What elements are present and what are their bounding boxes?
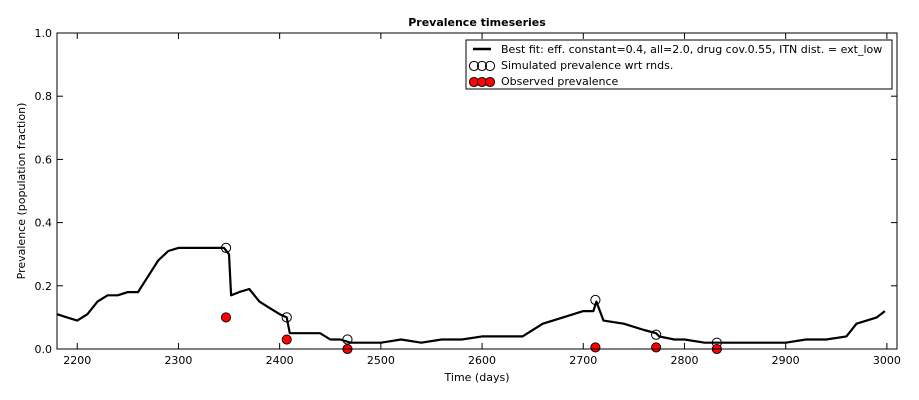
observed-prevalence-point xyxy=(281,334,292,345)
x-tick-label: 2700 xyxy=(569,354,597,367)
y-axis-label: Prevalence (population fraction) xyxy=(15,103,28,280)
observed-prevalence-point xyxy=(651,342,662,353)
x-tick-label: 2500 xyxy=(367,354,395,367)
y-tick-label: 0.8 xyxy=(35,90,53,103)
legend-entry: Observed prevalence xyxy=(501,75,619,88)
x-tick-label: 2900 xyxy=(772,354,800,367)
y-tick-label: 0.4 xyxy=(35,217,53,230)
simulated-prevalence-point xyxy=(220,242,232,253)
legend-entry: Best fit: eff. constant=0.4, all=2.0, dr… xyxy=(501,43,882,56)
x-tick-label: 2200 xyxy=(63,354,91,367)
simulated-prevalence-point xyxy=(590,294,601,306)
x-tick-label: 2800 xyxy=(670,354,698,367)
simulated-prevalence-point xyxy=(651,329,662,340)
x-tick-label: 2300 xyxy=(164,354,192,367)
chart-title: Prevalence timeseries xyxy=(408,16,546,29)
x-tick-label: 3000 xyxy=(873,354,901,367)
plot-frame xyxy=(56,32,898,350)
legend-box xyxy=(465,39,893,90)
best-fit-line xyxy=(57,246,886,344)
legend-simulated-swatch xyxy=(484,60,496,72)
plot-content xyxy=(57,242,886,355)
observed-prevalence-point xyxy=(590,342,601,353)
axis-ticks: 2200 2300 2400 2500 2600 2700 2800 2900 3000 0.0 0… xyxy=(35,27,901,367)
x-tick-label: 2600 xyxy=(468,354,496,367)
y-tick-label: 0.2 xyxy=(35,280,53,293)
legend-observed-swatch xyxy=(484,76,496,88)
y-tick-label: 0.0 xyxy=(35,343,53,356)
legend-entry: Simulated prevalence wrt rnds. xyxy=(501,59,673,72)
y-tick-label: 1.0 xyxy=(35,27,53,40)
legend: Best fit: eff. constant=0.4, all=2.0, dr… xyxy=(465,39,893,90)
x-tick-label: 2400 xyxy=(266,354,294,367)
legend-simulated-swatch xyxy=(476,60,488,72)
simulated-prevalence-point xyxy=(281,312,292,323)
legend-simulated-swatch xyxy=(468,60,480,72)
y-tick-label: 0.6 xyxy=(35,153,53,166)
x-axis-label: Time (days) xyxy=(444,371,510,384)
observed-prevalence-point xyxy=(220,312,232,323)
